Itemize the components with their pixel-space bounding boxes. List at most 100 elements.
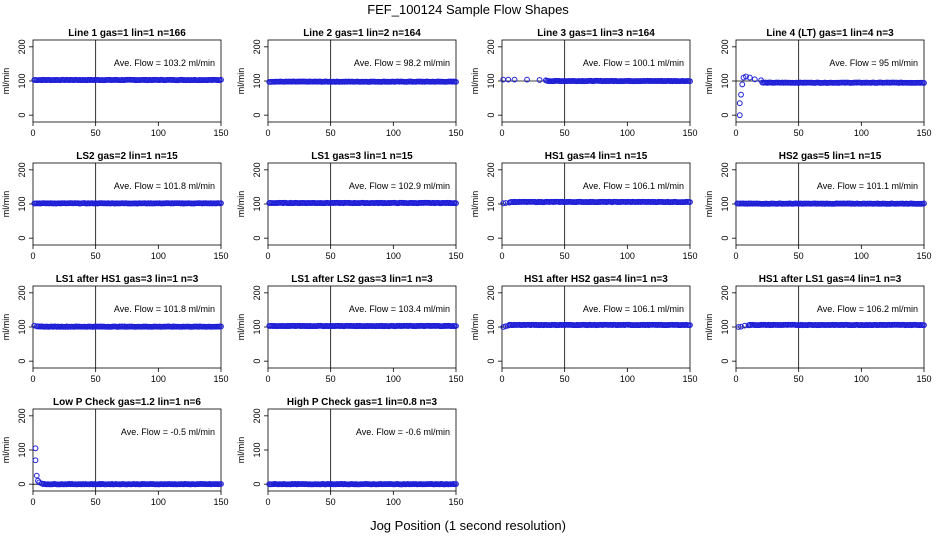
y-tick-label: 200: [17, 285, 27, 300]
y-tick-label: 0: [252, 236, 262, 241]
panel-title: LS1 after HS1 gas=3 lin=1 n=3: [56, 274, 199, 285]
data-point: [736, 100, 743, 107]
data-point: [33, 472, 40, 479]
figure-title: FEF_100124 Sample Flow Shapes: [367, 2, 569, 17]
x-tick-label: 100: [620, 374, 635, 384]
plot-frame: [267, 408, 457, 492]
panel-title: HS1 after LS1 gas=4 lin=1 n=3: [759, 274, 902, 285]
average-flow-annotation: Ave. Flow = 106.1 ml/min: [583, 181, 684, 191]
x-tick-label: 0: [30, 374, 35, 384]
y-tick-label: 200: [486, 162, 496, 177]
data-point: [524, 76, 530, 83]
average-flow-annotation: Ave. Flow = 98.2 ml/min: [354, 58, 450, 68]
x-tick-label: 100: [386, 251, 401, 261]
y-tick-label: 0: [252, 359, 262, 364]
x-tick-label: 0: [30, 251, 35, 261]
panel-title: LS1 gas=3 lin=1 n=15: [311, 151, 413, 162]
data-point: [687, 78, 693, 85]
panel-2: Line 2 gas=1 lin=2 n=164 ml/min 0 100 200 0 50…: [236, 28, 464, 138]
y-tick-label: 100: [720, 319, 730, 334]
y-tick-label: 200: [486, 285, 496, 300]
x-tick-label: 0: [733, 251, 738, 261]
panel-title: HS2 gas=5 lin=1 n=15: [779, 151, 882, 162]
x-tick-label: 100: [854, 128, 869, 138]
panel-title: Line 4 (LT) gas=1 lin=4 n=3: [766, 28, 894, 39]
x-tick-label: 150: [448, 251, 463, 261]
x-tick-label: 50: [560, 374, 570, 384]
y-tick-label: 200: [252, 285, 262, 300]
x-tick-label: 50: [326, 497, 336, 507]
panel-5: LS2 gas=2 lin=1 n=15 ml/min 0 100 200 0 50 100 1…: [1, 151, 229, 261]
x-tick-label: 50: [91, 251, 101, 261]
x-tick-label: 50: [326, 374, 336, 384]
y-tick-label: 200: [17, 162, 27, 177]
data-point: [500, 200, 507, 207]
panel-title: Line 3 gas=1 lin=3 n=164: [537, 28, 655, 39]
average-flow-annotation: Ave. Flow = 102.9 ml/min: [349, 181, 450, 191]
x-tick-label: 150: [213, 128, 228, 138]
data-point: [736, 112, 743, 119]
y-tick-label: 0: [486, 113, 496, 118]
data-point: [687, 322, 693, 328]
average-flow-annotation: Ave. Flow = -0.6 ml/min: [356, 427, 450, 437]
x-tick-label: 50: [326, 128, 336, 138]
data-point: [921, 80, 927, 86]
x-tick-label: 150: [213, 497, 228, 507]
x-tick-label: 100: [151, 497, 166, 507]
y-tick-label: 100: [17, 442, 27, 457]
x-tick-label: 100: [620, 128, 635, 138]
average-flow-annotation: Ave. Flow = 95 ml/min: [829, 58, 918, 68]
x-tick-label: 0: [265, 251, 270, 261]
y-axis-label: ml/min: [704, 191, 714, 218]
y-axis-label: ml/min: [470, 314, 480, 341]
data-point: [751, 76, 758, 83]
y-tick-label: 0: [252, 113, 262, 118]
x-tick-label: 150: [682, 251, 697, 261]
x-tick-label: 0: [499, 374, 504, 384]
y-tick-label: 0: [720, 359, 730, 364]
x-tick-label: 50: [794, 251, 804, 261]
average-flow-annotation: Ave. Flow = 101.1 ml/min: [817, 181, 918, 191]
y-tick-label: 100: [252, 319, 262, 334]
y-axis-label: ml/min: [470, 191, 480, 218]
x-tick-label: 150: [213, 251, 228, 261]
data-point: [218, 200, 224, 207]
x-tick-label: 100: [386, 128, 401, 138]
panel-13: Low P Check gas=1.2 lin=1 n=6 ml/min 0 100 2…: [1, 397, 229, 507]
y-tick-label: 100: [486, 73, 496, 88]
y-tick-label: 100: [17, 319, 27, 334]
x-tick-label: 100: [151, 128, 166, 138]
data-point: [921, 322, 927, 329]
data-point: [500, 324, 507, 330]
x-tick-label: 50: [560, 251, 570, 261]
y-tick-label: 100: [252, 196, 262, 211]
x-tick-label: 150: [448, 497, 463, 507]
data-point: [921, 200, 927, 207]
x-tick-label: 100: [620, 251, 635, 261]
y-axis-label: ml/min: [1, 314, 11, 341]
y-tick-label: 100: [486, 196, 496, 211]
y-tick-label: 0: [17, 359, 27, 364]
x-tick-label: 150: [448, 128, 463, 138]
y-axis-label: ml/min: [704, 68, 714, 95]
y-tick-label: 0: [720, 236, 730, 241]
x-tick-label: 100: [151, 251, 166, 261]
x-tick-label: 100: [151, 374, 166, 384]
data-point: [218, 323, 224, 330]
panel-6: LS1 gas=3 lin=1 n=15 ml/min 0 100 200 0 50 100 1…: [236, 151, 464, 261]
data-point: [32, 445, 39, 452]
average-flow-annotation: Ave. Flow = 101.8 ml/min: [114, 304, 215, 314]
x-tick-label: 50: [91, 128, 101, 138]
average-flow-annotation: Ave. Flow = 103.2 ml/min: [114, 58, 215, 68]
x-tick-label: 150: [682, 374, 697, 384]
y-tick-label: 100: [252, 73, 262, 88]
y-tick-label: 0: [17, 482, 27, 487]
average-flow-annotation: Ave. Flow = 106.1 ml/min: [583, 304, 684, 314]
panel-12: HS1 after LS1 gas=4 lin=1 n=3 ml/min 0 100 2…: [704, 274, 932, 384]
x-tick-label: 50: [91, 497, 101, 507]
x-tick-label: 50: [794, 374, 804, 384]
data-point: [738, 323, 744, 330]
panel-4: Line 4 (LT) gas=1 lin=4 n=3 ml/min 0 100 200…: [704, 28, 932, 138]
x-tick-label: 0: [30, 497, 35, 507]
